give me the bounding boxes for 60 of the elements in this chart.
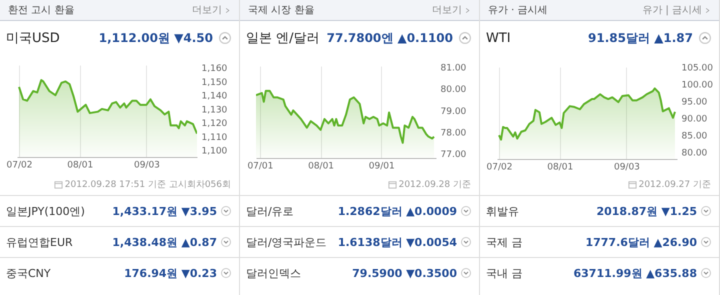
y-tick-label: 1,100 bbox=[202, 146, 228, 157]
y-tick-label: 80.00 bbox=[682, 148, 708, 159]
y-tick-label: 105.00 bbox=[682, 64, 714, 74]
text: 1.6138달러 ▼0.0054 bbox=[338, 234, 457, 250]
x-tick-label: 08/01 bbox=[67, 160, 94, 170]
x-tick-label: 07/02 bbox=[486, 162, 512, 172]
chart-subtitle: 77.7800엔 ▲0.1100 bbox=[326, 30, 453, 46]
text: 79.5900 ▼0.3500 bbox=[352, 266, 457, 280]
y-tick-label: 80.00 bbox=[440, 85, 467, 96]
y-tick-label: 1,160 bbox=[202, 64, 228, 74]
y-tick-label: 1,130 bbox=[202, 105, 228, 116]
chart-title: WTI bbox=[486, 30, 511, 46]
text: 1777.6달러 ▲26.90 bbox=[585, 234, 697, 250]
text: 휘발유 bbox=[486, 204, 519, 218]
x-tick-label: 08/01 bbox=[308, 162, 334, 172]
text: 1.2862달러 ▲0.0009 bbox=[338, 204, 457, 218]
x-tick-label: 08/01 bbox=[547, 162, 574, 172]
chart-title: 미국USD bbox=[6, 30, 60, 47]
text: 중국CNY bbox=[6, 266, 51, 280]
text: 유가 · 금시세 bbox=[488, 4, 548, 17]
text: 2018.87원 ▼1.25 bbox=[596, 204, 697, 218]
text: 2012.09.27 기준 bbox=[638, 178, 711, 190]
text: 더보기 bbox=[432, 4, 462, 17]
text: 63711.99원 ▲635.88 bbox=[574, 266, 697, 280]
text: 더보기 bbox=[192, 4, 222, 17]
x-tick-label: 09/01 bbox=[368, 162, 395, 172]
y-tick-label: 100.00 bbox=[682, 80, 714, 91]
chart-title: 일본 엔/달러 bbox=[246, 30, 320, 47]
text: 일본JPY(100엔) bbox=[6, 204, 85, 218]
text: 176.94원 ▼0.23 bbox=[124, 266, 217, 280]
y-tick-label: 81.00 bbox=[440, 64, 467, 74]
text: 국제 금 bbox=[486, 234, 522, 250]
y-tick-label: 79.00 bbox=[440, 106, 467, 117]
text: 1,438.48원 ▲0.87 bbox=[112, 234, 217, 250]
text: 국내 금 bbox=[486, 266, 522, 280]
chart-subtitle: 91.85달러 ▲1.87 bbox=[588, 30, 693, 46]
x-tick-label: 09/03 bbox=[614, 162, 640, 172]
x-tick-label: 09/03 bbox=[134, 160, 160, 170]
y-tick-label: 1,150 bbox=[202, 78, 228, 88]
text: 2012.09.28 기준 bbox=[398, 178, 471, 190]
y-tick-label: 1,120 bbox=[202, 119, 228, 130]
chart-subtitle: 1,112.00원 ▼4.50 bbox=[98, 30, 213, 46]
text: 유럽연합EUR bbox=[6, 234, 73, 250]
y-tick-label: 78.00 bbox=[440, 128, 467, 139]
x-tick-label: 07/02 bbox=[6, 160, 32, 170]
text: 1,433.17원 ▼3.95 bbox=[112, 204, 217, 218]
text: 달러인덱스 bbox=[246, 266, 301, 280]
x-tick-label: 07/01 bbox=[247, 162, 274, 172]
y-tick-label: 85.00 bbox=[682, 132, 708, 142]
text: 달러/유로 bbox=[246, 204, 294, 218]
y-tick-label: 1,140 bbox=[202, 92, 228, 102]
y-tick-label: 95.00 bbox=[682, 98, 708, 108]
y-tick-label: 90.00 bbox=[682, 114, 708, 125]
text: 유가 | 금시세 bbox=[642, 4, 702, 17]
text: 환전 고시 환율 bbox=[8, 4, 74, 17]
text: 2012.09.28 17:51 기준 고시회차056회 bbox=[64, 178, 231, 190]
y-tick-label: 77.00 bbox=[440, 150, 467, 160]
y-tick-label: 1,110 bbox=[202, 132, 228, 143]
text: 달러/영국파운드 bbox=[246, 234, 327, 250]
text: 국제 시장 환율 bbox=[248, 4, 314, 17]
